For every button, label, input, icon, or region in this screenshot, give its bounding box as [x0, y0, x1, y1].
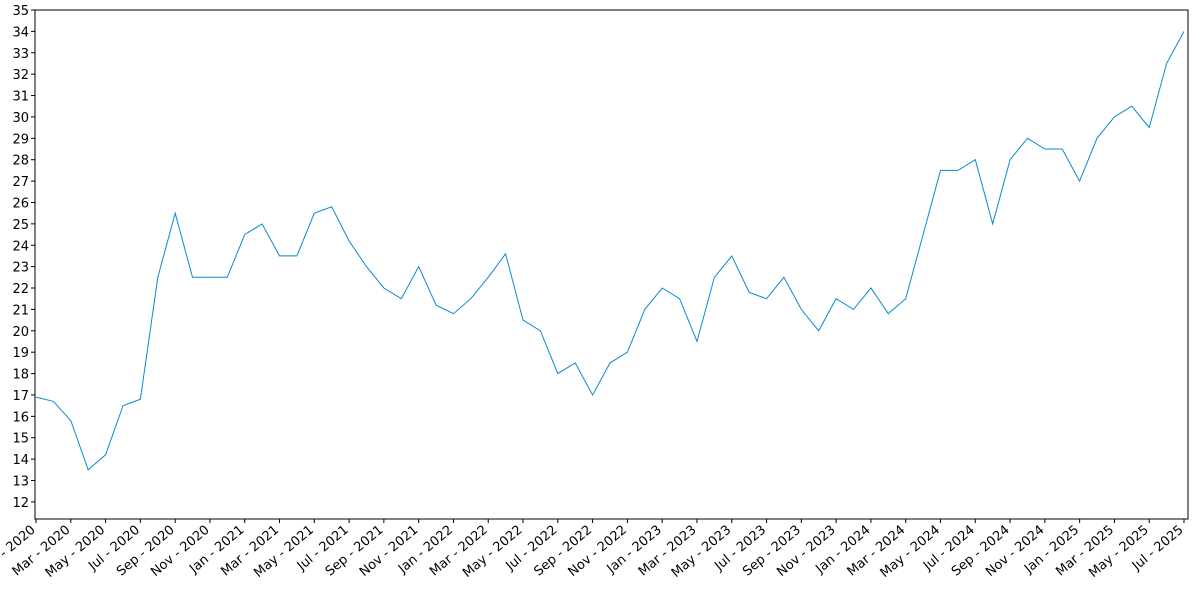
y-tick-label: 28 [12, 154, 29, 169]
y-tick-label: 31 [12, 90, 29, 105]
y-tick-label: 20 [12, 325, 29, 340]
y-tick-label: 17 [12, 389, 29, 404]
y-tick-label: 33 [12, 47, 29, 62]
y-tick-label: 23 [12, 261, 29, 276]
y-tick-label: 24 [12, 239, 29, 254]
y-tick-label: 19 [12, 346, 29, 361]
y-tick-label: 22 [12, 282, 29, 297]
y-tick-label: 35 [12, 4, 29, 19]
y-tick-label: 16 [12, 410, 29, 425]
price-line [35, 31, 1185, 471]
y-tick-label: 29 [12, 132, 29, 147]
y-tick-label: 27 [12, 175, 29, 190]
y-tick-label: 34 [12, 25, 29, 40]
y-tick-label: 15 [12, 432, 29, 447]
y-tick-label: 32 [12, 68, 29, 83]
y-tick-label: 26 [12, 196, 29, 211]
y-tick-label: 25 [12, 218, 29, 233]
y-tick-label: 13 [12, 475, 29, 490]
y-tick-label: 14 [12, 453, 29, 468]
y-tick-label: 21 [12, 303, 29, 318]
y-tick-label: 18 [12, 368, 29, 383]
y-tick-label: 12 [12, 496, 29, 511]
plot-frame [34, 9, 1189, 520]
y-tick-label: 30 [12, 111, 29, 126]
